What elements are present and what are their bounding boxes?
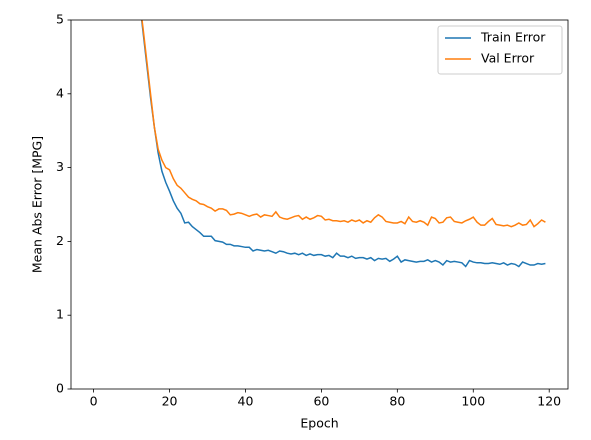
plot-area [140,20,546,268]
axes-frame [70,19,569,390]
y-tick-label: 4 [56,85,64,100]
y-tick-label: 1 [56,307,64,322]
y-tick-label: 2 [56,233,64,248]
data-line [141,20,546,228]
y-tick-label: 0 [56,381,64,396]
y-tick-label: 5 [56,12,64,27]
y-tick-label: 3 [56,159,64,174]
x-tick-label: 40 [238,394,254,409]
y-axis-label: Mean Abs Error [MPG] [30,136,45,273]
x-tick-label: 20 [162,394,178,409]
x-tick-label: 120 [537,394,561,409]
x-tick-label: 0 [90,394,98,409]
x-tick-label: 100 [461,394,485,409]
legend-label: Val Error [481,51,535,66]
x-tick-label: 80 [389,394,405,409]
data-line [140,20,546,268]
legend-label: Train Error [480,30,546,45]
x-axis-label: Epoch [300,416,338,431]
x-tick-label: 60 [313,394,329,409]
